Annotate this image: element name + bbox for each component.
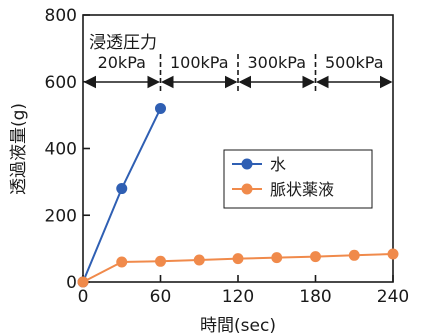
legend-marker-water: [241, 158, 253, 170]
stage-label: 100kPa: [170, 53, 229, 72]
annotation-title: 浸透圧力: [89, 33, 157, 53]
series-1-point: [77, 276, 89, 288]
x-axis-label: 時間(sec): [200, 316, 276, 335]
y-tick-label: 400: [45, 140, 77, 160]
series-1-point: [232, 253, 244, 265]
legend: 水 脈状薬液: [223, 149, 373, 209]
y-tick-label: 200: [45, 206, 77, 226]
x-tick-label: 0: [78, 287, 89, 307]
y-tick-label: 600: [45, 73, 77, 93]
series-1-point: [310, 251, 321, 263]
series-0-point: [155, 102, 166, 114]
y-tick-label: 800: [45, 6, 77, 26]
legend-label-liquid: 脈状薬液: [270, 180, 334, 199]
x-tick-label: 60: [150, 287, 172, 307]
stage-label: 300kPa: [247, 53, 306, 72]
pressure-annotation: 20kPa 100kPa 300kPa 500kPa: [83, 53, 393, 92]
series-line-0: [82, 108, 162, 283]
series-layer: [77, 102, 399, 288]
x-tick-label: 180: [299, 287, 331, 307]
series-0-point: [116, 183, 128, 195]
x-tick-label: 120: [222, 287, 254, 307]
stage-label: 500kPa: [325, 53, 384, 72]
legend-marker-liquid: [241, 183, 253, 195]
series-1-point: [271, 252, 283, 264]
y-axis-label: 透過液量(g): [9, 103, 29, 195]
series-1-point: [348, 249, 360, 261]
series-1-point: [116, 256, 128, 268]
x-tick-label: 240: [377, 287, 409, 307]
y-tick-label: 0: [66, 273, 77, 293]
series-1-point: [155, 255, 166, 267]
stage-label: 20kPa: [98, 53, 146, 72]
series-1-point: [387, 248, 399, 260]
legend-label-water: 水: [270, 155, 286, 174]
series-1-point: [193, 254, 205, 266]
axis-ticks: 0 60 120 180 240 0 200 400 600 800: [45, 6, 410, 307]
